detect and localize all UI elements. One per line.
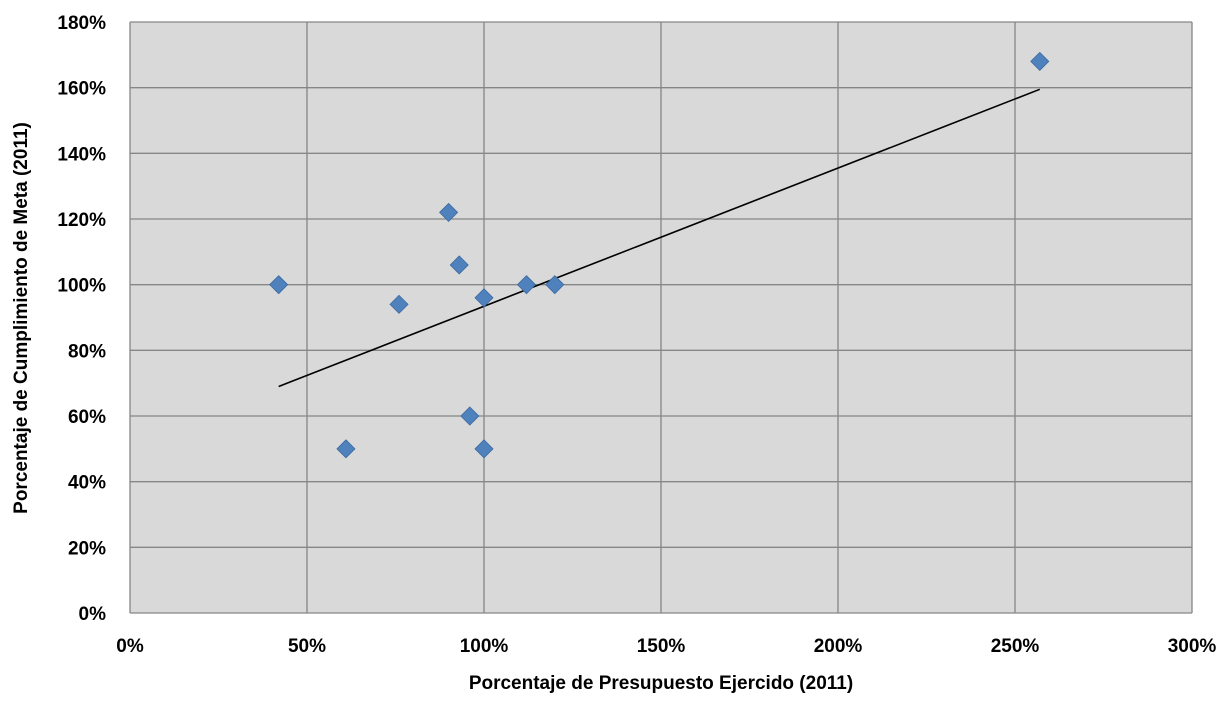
y-axis-title: Porcentaje de Cumplimiento de Meta (2011…	[11, 122, 32, 514]
x-tick-label: 150%	[637, 636, 686, 657]
data-point-diamond	[449, 255, 469, 275]
data-point-diamond	[439, 202, 459, 222]
y-tick-label: 120%	[57, 210, 106, 231]
y-tick-labels: 0% 20% 40% 60% 80% 100% 120% 140% 160% 180%	[57, 13, 106, 625]
data-point-diamond	[389, 294, 409, 314]
x-axis-title: Porcentaje de Presupuesto Ejercido (2011…	[469, 673, 853, 694]
y-tick-label: 140%	[57, 144, 106, 165]
trendline	[278, 88, 1041, 388]
x-tick-labels: 0% 50% 100% 150% 200% 250% 300%	[116, 636, 1216, 657]
data-point-diamond	[474, 439, 494, 459]
gridlines	[129, 21, 1193, 614]
y-tick-label: 60%	[68, 407, 106, 428]
data-point-diamond	[1030, 51, 1050, 71]
data-point-diamond	[516, 275, 537, 295]
y-tick-label: 0%	[79, 604, 107, 625]
y-tick-label: 40%	[68, 473, 106, 494]
data-point-diamond	[545, 275, 565, 295]
x-tick-label: 0%	[116, 636, 144, 657]
y-tick-label: 100%	[57, 276, 106, 297]
data-point-diamond	[460, 406, 480, 426]
x-tick-label: 200%	[814, 636, 863, 657]
y-tick-label: 80%	[68, 341, 106, 362]
y-tick-label: 20%	[68, 538, 106, 559]
data-point-diamond	[269, 275, 289, 295]
y-tick-label: 160%	[57, 79, 106, 100]
data-point-diamond	[336, 439, 356, 459]
x-tick-label: 300%	[1168, 636, 1217, 657]
x-tick-label: 100%	[460, 636, 509, 657]
data-points	[269, 51, 1050, 459]
x-tick-label: 250%	[991, 636, 1040, 657]
trendline-group	[278, 88, 1041, 388]
x-tick-label: 50%	[288, 636, 326, 657]
y-tick-label: 180%	[57, 13, 106, 34]
data-point-diamond	[474, 288, 494, 308]
